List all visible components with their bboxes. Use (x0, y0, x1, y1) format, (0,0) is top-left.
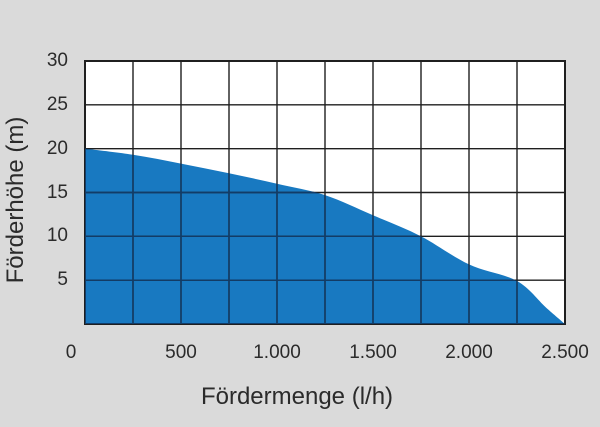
x-tick-label: 1.000 (253, 342, 301, 363)
x-axis-title: Fördermenge (l/h) (200, 383, 394, 410)
y-tick-label: 10 (46, 225, 68, 247)
x-tick-label: 0 (65, 342, 77, 363)
y-tick-label: 20 (46, 137, 68, 159)
y-tick-label: 15 (46, 181, 68, 203)
x-tick-label: 1.500 (349, 342, 397, 363)
x-tick-label: 2.000 (445, 342, 493, 363)
x-tick-label: 500 (165, 342, 197, 363)
y-tick-label: 25 (46, 93, 68, 115)
y-tick-label: 30 (46, 50, 68, 71)
y-tick-label: 5 (57, 269, 68, 291)
x-tick-label: 2.500 (541, 342, 589, 363)
